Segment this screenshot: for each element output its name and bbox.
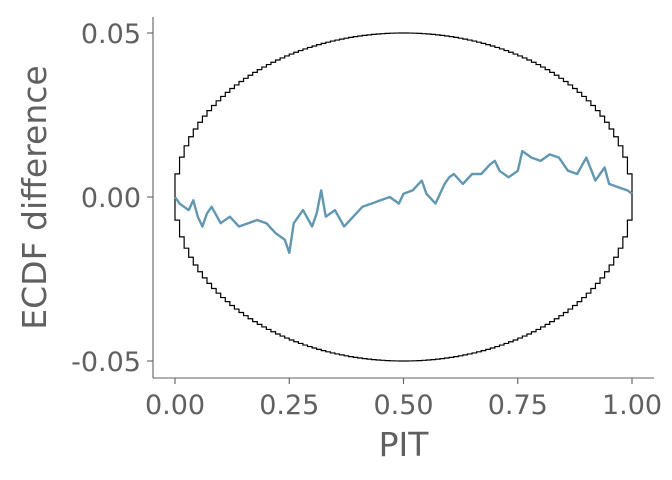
x-tick-label: 0.75 — [488, 390, 548, 421]
ticks: -0.050.000.050.00 0.25 0.50 0.75 1.00 — [71, 19, 662, 421]
y-tick-label: -0.05 — [71, 347, 141, 378]
y-tick-label: 0.05 — [81, 19, 141, 50]
envelope-upper — [174, 32, 633, 197]
ecdf-difference-line — [174, 149, 633, 255]
x-tick-label: 0.50 — [373, 390, 433, 421]
x-axis-title: PIT — [379, 425, 430, 464]
x-tick-label: 0.25 — [259, 390, 319, 421]
plot-area — [174, 32, 633, 362]
x-tick-label: 0.00 — [145, 390, 205, 421]
x-tick-label: 1.00 — [602, 390, 662, 421]
axes — [152, 17, 654, 379]
y-axis-title: ECDF difference — [15, 65, 54, 329]
envelope-lower — [174, 197, 633, 362]
y-tick-label: 0.00 — [81, 183, 141, 214]
